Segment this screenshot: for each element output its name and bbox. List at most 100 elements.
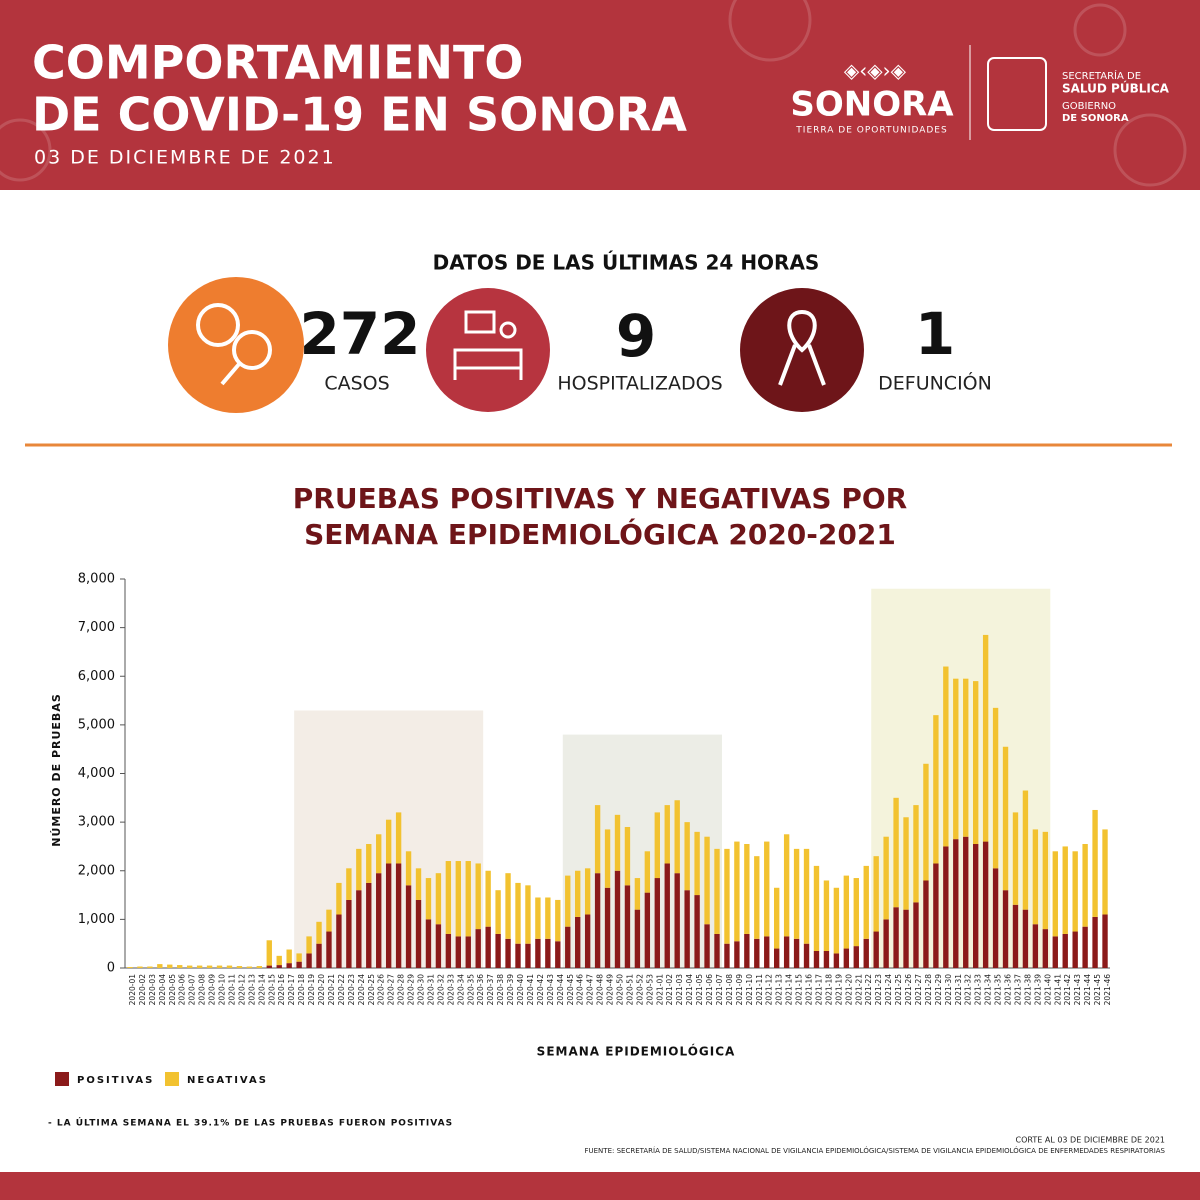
legend-swatch [165,1072,179,1086]
x-tick-label: 2020-11 [227,974,236,1006]
x-tick-label: 2021-28 [924,974,933,1006]
x-tick-label: 2021-10 [745,974,754,1006]
bar-segment [455,861,461,937]
coat-of-arms [987,57,1047,131]
y-tick-label: 4,000 [78,766,115,781]
bar-segment [604,887,611,968]
x-tick-label: 2021-34 [984,974,993,1006]
x-tick-label: 2020-43 [546,974,555,1006]
x-tick-label: 2020-50 [616,974,625,1006]
bar-segment [405,851,412,886]
bar-segment [346,899,352,968]
x-tick-label: 2020-12 [237,974,246,1006]
y-tick-label: 2,000 [78,863,115,878]
y-tick-label: 8,000 [78,572,115,587]
bar-segment [793,938,800,968]
x-tick-label: 2021-01 [655,974,664,1006]
bar-segment [823,880,830,951]
x-tick-label: 2021-14 [785,974,794,1006]
x-tick-label: 2020-52 [635,974,644,1006]
x-tick-label: 2021-13 [775,974,784,1006]
x-tick-label: 2021-02 [665,974,674,1006]
x-tick-label: 2020-32 [436,974,445,1006]
bar-segment [774,948,780,968]
bar-segment [465,936,471,968]
bar-segment [356,848,362,891]
header-band [0,0,1200,190]
bar-segment [366,844,372,883]
bar-segment [1092,916,1098,968]
chart-title: SEMANA EPIDEMIOLÓGICA 2020-2021 [304,517,896,551]
x-tick-label: 2020-07 [188,974,197,1006]
bar-segment [1012,904,1019,968]
x-tick-label: 2021-11 [755,974,764,1006]
x-tick-label: 2020-27 [387,974,396,1006]
bar-segment [505,873,511,939]
x-tick-label: 2020-51 [625,974,634,1006]
x-tick-label: 2020-36 [476,974,485,1006]
bar-segment [803,943,810,968]
x-tick-label: 2021-09 [735,974,744,1006]
title: DE COVID-19 EN SONORA [32,88,687,142]
x-tick-label: 2021-04 [685,974,694,1006]
bar-segment [177,965,183,968]
bar-segment [744,933,750,968]
bar-segment [813,950,820,968]
title: COMPORTAMIENTO [32,36,524,90]
bar-segment [843,948,850,968]
stat-value: 272 [299,300,420,368]
bar-segment [853,946,859,968]
bar-segment [833,887,840,954]
x-tick-label: 2020-02 [138,974,147,1006]
bar-segment [664,863,670,968]
x-tick-label: 2021-20 [844,974,853,1006]
x-tick-label: 2021-36 [1004,974,1013,1006]
bar-segment [873,856,879,932]
bar-segment [584,914,591,968]
cases-glyph [196,303,272,386]
bar-segment [246,966,253,968]
bar-segment [1062,846,1068,934]
bar-segment [545,938,551,968]
x-tick-label: 2020-34 [456,974,465,1006]
x-tick-label: 2021-19 [834,974,843,1006]
bar-segment [963,678,969,837]
stat-label: CASOS [324,373,389,395]
x-tick-label: 2021-46 [1103,974,1112,1006]
bar-segment [575,916,581,968]
bar-segment [555,899,561,942]
y-tick-label: 0 [107,961,115,976]
bar-segment [614,870,621,968]
dept: SECRETARÍA DE [1062,69,1141,82]
bar-segment [565,875,571,927]
bar-segment [644,892,651,968]
bar-segment [893,797,899,908]
bar-segment [157,964,163,968]
x-tick-label: 2021-39 [1033,974,1042,1006]
x-tick-label: 2020-21 [327,974,336,1006]
bar-segment [724,943,730,968]
bar-segment [286,949,292,964]
ribbon-glyph [778,309,826,386]
bar-segment [296,961,302,968]
bar-segment [992,868,999,968]
x-tick-label: 2020-40 [516,974,525,1006]
bar-segment [674,873,680,968]
bar-segment [385,819,392,864]
x-tick-label: 2021-23 [874,974,883,1006]
gov: DE SONORA [1062,113,1129,124]
x-tick-label: 2021-07 [715,974,724,1006]
bar-segment [1092,809,1098,917]
x-tick-label: 2020-31 [426,974,435,1006]
hospital-glyph [453,310,523,380]
x-tick-label: 2020-38 [496,974,505,1006]
bar-segment [1012,812,1019,905]
bar-segment [744,844,750,934]
x-tick-label: 2020-16 [277,974,286,1006]
logo-ornament: ◈‹◈›◈ [844,59,907,83]
bar-segment [1082,926,1088,968]
x-tick-label: 2020-46 [576,974,585,1006]
y-axis-label: NÚMERO DE PRUEBAS [50,693,63,847]
bar-segment [764,841,770,937]
bar-segment [714,848,720,934]
